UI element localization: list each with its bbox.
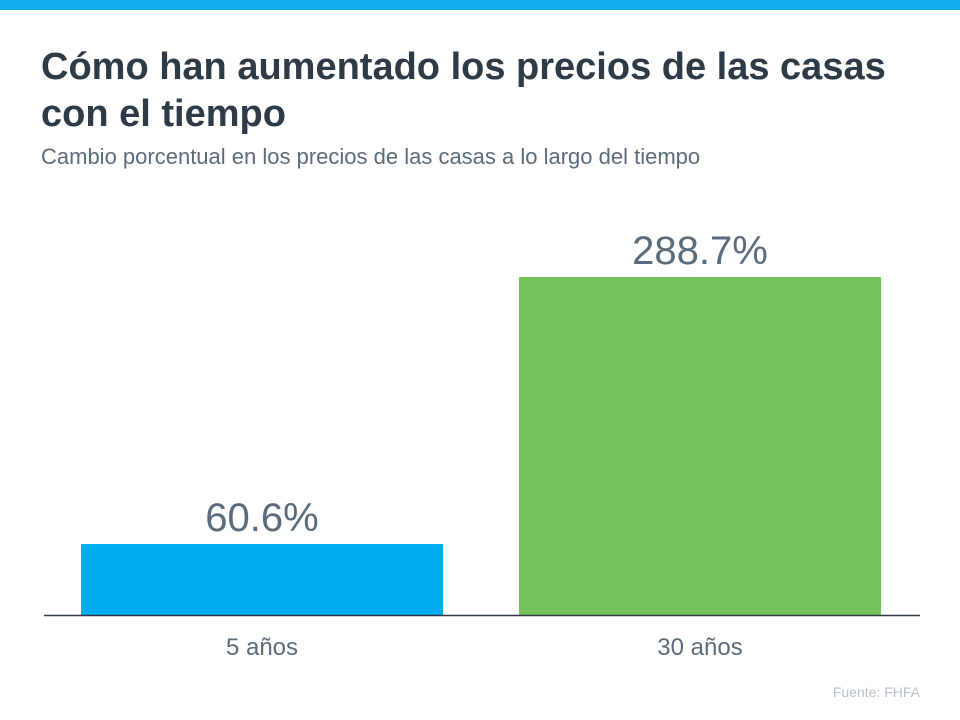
x-tick-label: 5 años: [226, 634, 298, 661]
chart-subtitle: Cambio porcentual en los precios de las …: [41, 144, 701, 169]
source-note: Fuente: FHFA: [832, 684, 920, 700]
top-accent-bar: [0, 0, 960, 10]
data-label: 288.7%: [632, 229, 768, 273]
bar: [81, 544, 443, 615]
data-label: 60.6%: [205, 496, 318, 540]
x-tick-label: 30 años: [657, 634, 742, 661]
chart-title: Cómo han aumentado los precios de las ca…: [41, 46, 886, 135]
bar: [519, 277, 881, 615]
